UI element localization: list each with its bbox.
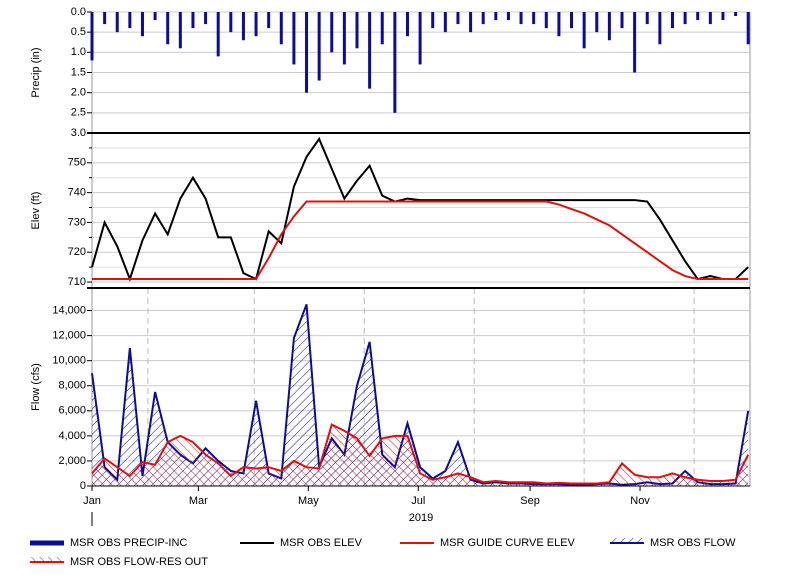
x-tick-label: Jul <box>411 495 425 507</box>
precip-bar <box>191 12 195 29</box>
legend-hatch <box>30 557 64 562</box>
legend-label: MSR OBS PRECIP-INC <box>70 537 187 549</box>
y-tick-label: 8,000 <box>58 380 86 392</box>
y-tick-label: 14,000 <box>52 304 86 316</box>
y-tick-label: 740 <box>68 187 86 199</box>
x-tick-label: Mar <box>189 495 208 507</box>
y-tick-label: 2.0 <box>71 87 86 99</box>
y-tick-label: 6,000 <box>58 405 86 417</box>
precip-bar <box>481 12 485 25</box>
y-axis-label: Precip (in) <box>30 47 42 97</box>
precip-bar <box>683 12 687 25</box>
precip-bar <box>443 12 447 33</box>
legend-label: MSR OBS FLOW <box>650 537 736 549</box>
precip-bar <box>166 12 170 45</box>
precip-bar <box>342 12 346 65</box>
precip-bar <box>254 12 258 37</box>
y-tick-label: 4,000 <box>58 430 86 442</box>
precip-bar <box>506 12 510 21</box>
precip-bar <box>456 12 460 25</box>
y-tick-label: 1.0 <box>71 46 86 58</box>
precip-bar <box>658 12 662 45</box>
precip-bar <box>620 12 624 29</box>
precip-bar <box>305 12 309 93</box>
precip-bar <box>582 12 586 49</box>
precip-bar <box>708 12 712 25</box>
y-tick-label: 0.0 <box>71 6 86 18</box>
precip-bar <box>355 12 359 49</box>
precip-bar <box>721 12 725 21</box>
precip-bar <box>368 12 372 89</box>
precip-bar <box>645 12 649 25</box>
precip-bar <box>216 12 220 57</box>
y-tick-label: 10,000 <box>52 355 86 367</box>
flow-area <box>92 424 749 486</box>
y-tick-label: 710 <box>68 276 86 288</box>
y-tick-label: 2.5 <box>71 107 86 119</box>
x-tick-label: Sep <box>520 495 540 507</box>
y-axis-label: Elev (ft) <box>30 192 42 230</box>
precip-bar <box>330 12 334 53</box>
plot-area <box>91 132 751 289</box>
precip-bar <box>279 12 283 45</box>
y-tick-label: 2,000 <box>58 455 86 467</box>
precip-bar <box>393 12 397 113</box>
precip-bar <box>241 12 245 41</box>
precip-bar <box>607 12 611 41</box>
flow-area <box>92 304 749 486</box>
precip-bar <box>570 12 574 29</box>
y-tick-label: 3.0 <box>71 127 86 139</box>
precip-bar <box>494 12 498 21</box>
precip-bar <box>670 12 674 29</box>
precip-bar <box>734 12 738 17</box>
legend-label: MSR OBS FLOW-RES OUT <box>70 556 208 568</box>
y-tick-label: 0.5 <box>71 26 86 38</box>
precip-bar <box>292 12 296 65</box>
precip-bar <box>746 12 750 45</box>
legend-label: MSR GUIDE CURVE ELEV <box>440 537 576 549</box>
series-line <box>91 423 750 485</box>
precip-bar <box>469 12 473 33</box>
precip-bar <box>405 12 409 37</box>
precip-bar <box>229 12 233 33</box>
x-tick-label: May <box>298 495 319 507</box>
y-tick-label: 1.5 <box>71 66 86 78</box>
y-tick-label: 720 <box>68 246 86 258</box>
precip-bar <box>532 12 536 25</box>
precip-bar <box>633 12 637 73</box>
precip-bar <box>317 12 321 81</box>
y-tick-label: 12,000 <box>52 330 86 342</box>
precip-bar <box>431 12 435 29</box>
series-line <box>91 136 749 283</box>
precip-bar <box>696 12 700 21</box>
precip-bar <box>178 12 182 49</box>
y-tick-label: 0 <box>80 480 86 492</box>
precip-bar <box>140 12 144 37</box>
precip-bar <box>519 12 523 25</box>
y-tick-label: 730 <box>68 216 86 228</box>
series-line <box>92 200 749 281</box>
precip-bar <box>418 12 422 65</box>
precip-bar <box>204 12 208 25</box>
precip-bar <box>380 12 384 45</box>
x-tick-label: Jan <box>83 495 101 507</box>
y-tick-label: 750 <box>68 157 86 169</box>
precip-bar <box>103 12 107 25</box>
precip-bar <box>153 12 157 21</box>
precip-bar <box>267 12 271 29</box>
legend-label: MSR OBS ELEV <box>280 537 363 549</box>
precip-bar <box>128 12 132 29</box>
y-axis-label: Flow (cfs) <box>30 363 42 411</box>
precip-bar <box>595 12 599 33</box>
precip-bar <box>115 12 119 33</box>
precip-bar <box>90 12 94 61</box>
x-axis-label: 2019 <box>409 512 433 524</box>
legend-hatch <box>610 538 644 543</box>
precip-bar <box>557 12 561 37</box>
precip-bar <box>544 12 548 29</box>
x-tick-label: Nov <box>630 495 650 507</box>
